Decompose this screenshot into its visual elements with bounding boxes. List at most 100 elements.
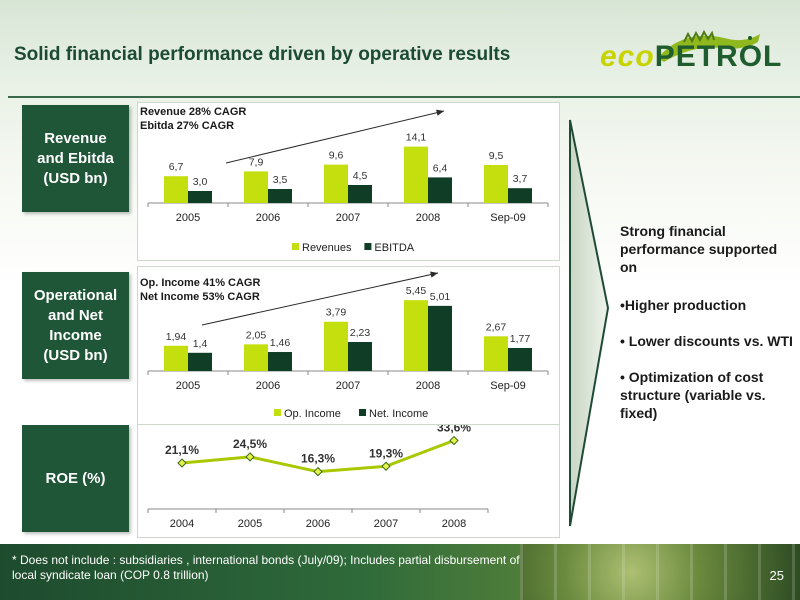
bar-revenues [404, 146, 428, 203]
bar-op-income [404, 300, 428, 371]
page-title: Solid financial performance driven by op… [14, 44, 511, 65]
roe-data-label: 21,1% [165, 443, 199, 457]
bar-op-income [244, 344, 268, 371]
row-label-income-text: Operational and Net Income (USD bn) [33, 286, 118, 364]
title-divider [8, 96, 800, 98]
roe-data-label: 24,5% [233, 437, 267, 451]
row-label-revenue-text: Revenue and Ebitda (USD bn) [37, 129, 114, 187]
row-label-roe-text: ROE (%) [45, 469, 106, 487]
bar-revenues [164, 176, 188, 203]
data-label: 1,94 [166, 331, 187, 343]
roe-data-label: 33,6% [437, 425, 471, 435]
data-label: 5,45 [406, 285, 427, 297]
roe-data-label: 19,3% [369, 446, 403, 460]
x-tick-label: 2006 [256, 212, 280, 224]
x-tick-label: 2008 [416, 380, 440, 392]
row-label-revenue: Revenue and Ebitda (USD bn) [22, 105, 129, 212]
data-label: 3,0 [193, 176, 208, 188]
data-label: 6,4 [433, 162, 448, 174]
data-label: 9,5 [489, 150, 504, 162]
net-income-cagr-line: Net Income 53% CAGR [140, 291, 260, 303]
data-label: 14,1 [406, 132, 427, 144]
x-tick-label: 2007 [374, 518, 398, 530]
footer-bar: * Does not include : subsidiaries , inte… [0, 544, 800, 600]
legend-label: EBITDA [374, 242, 414, 254]
income-chart-panel: Op. Income 41% CAGR Net Income 53% CAGR … [137, 266, 560, 425]
row-label-income: Operational and Net Income (USD bn) [22, 272, 129, 379]
page-number: 25 [769, 568, 784, 583]
bar-revenues [484, 165, 508, 203]
legend-label: Op. Income [284, 408, 341, 420]
data-label: 3,7 [513, 173, 528, 185]
data-label: 1,4 [193, 338, 208, 350]
iguana-icon [658, 29, 760, 62]
data-label: 2,67 [486, 321, 507, 333]
x-tick-label: 2007 [336, 212, 360, 224]
revenue-cagr-line: Revenue 28% CAGR [140, 106, 247, 118]
forest-photo [520, 544, 800, 600]
roe-point [313, 466, 323, 477]
data-label: 5,01 [430, 291, 451, 303]
x-tick-label: Sep-09 [490, 380, 525, 392]
footnote: * Does not include : subsidiaries , inte… [12, 553, 520, 582]
data-label: 4,5 [353, 170, 368, 182]
roe-data-label: 16,3% [301, 452, 335, 466]
data-label: 2,23 [350, 327, 371, 339]
summary-bullets: Strong financial performance supported o… [620, 222, 795, 440]
op-income-cagr-line: Op. Income 41% CAGR [140, 277, 261, 289]
legend-swatch [274, 409, 281, 416]
logo-text-eco: eco [600, 40, 655, 73]
x-tick-label: 2005 [238, 518, 262, 530]
legend-label: Revenues [302, 242, 352, 254]
x-tick-label: 2004 [170, 518, 194, 530]
bar-net-income [268, 352, 292, 371]
logo-wordmark: ecoPETROL [600, 40, 782, 74]
legend-swatch [292, 243, 299, 250]
data-label: 9,6 [329, 150, 344, 162]
x-tick-label: 2008 [442, 518, 466, 530]
bullet-cost-structure: • Optimization of cost structure (variab… [620, 369, 766, 421]
x-tick-label: 2006 [306, 518, 330, 530]
roe-point [449, 435, 459, 446]
income-cagr-note: Op. Income 41% CAGR Net Income 53% CAGR [140, 276, 260, 304]
x-tick-label: 2007 [336, 380, 360, 392]
bar-ebitda [508, 188, 532, 203]
data-label: 3,79 [326, 307, 347, 319]
bullet-intro: Strong financial performance supported o… [620, 223, 778, 275]
revenue-chart-panel: Revenue 28% CAGR Ebitda 27% CAGR 2005 6,7… [137, 102, 560, 261]
x-tick-label: 2008 [416, 212, 440, 224]
data-label: 1,77 [510, 333, 531, 345]
roe-point [245, 452, 255, 462]
x-tick-label: Sep-09 [490, 212, 525, 224]
revenue-ebitda-chart: 2005 6,7 3,0 2006 7,9 3,5 2007 9,6 4,5 2008 14,1 6,… [147, 109, 549, 254]
bar-ebitda [268, 189, 292, 203]
bar-net-income [508, 347, 532, 371]
legend-label: Net. Income [369, 408, 428, 420]
trend-arrow-head [436, 109, 444, 116]
bar-revenues [324, 164, 348, 203]
data-label: 6,7 [169, 161, 184, 173]
chevron-arrow-shape [569, 119, 610, 527]
data-label: 3,5 [273, 174, 288, 186]
bar-net-income [188, 352, 212, 371]
bar-ebitda [188, 191, 212, 203]
bar-revenues [244, 171, 268, 203]
data-label: 2,05 [246, 329, 267, 341]
bullet-discounts: • Lower discounts vs. WTI [620, 333, 793, 349]
data-label: 7,9 [249, 156, 264, 168]
bar-net-income [348, 342, 372, 371]
x-tick-label: 2006 [256, 380, 280, 392]
data-label: 1,46 [270, 337, 291, 349]
legend-swatch [364, 243, 372, 250]
op-net-income-chart: 2005 1,94 1,4 2006 2,051,46 2007 3,792,23 2008 5… [147, 271, 549, 420]
legend-swatch [359, 409, 366, 416]
trend-arrow-head [430, 271, 438, 278]
bar-op-income [484, 336, 508, 371]
revenue-cagr-note: Revenue 28% CAGR Ebitda 27% CAGR [140, 105, 246, 133]
bar-ebitda [428, 177, 452, 203]
roe-point [381, 461, 391, 471]
roe-point [177, 458, 187, 468]
trend-arrow-line [201, 272, 439, 326]
trend-arrow-line [225, 110, 445, 164]
roe-line-chart: 2004 21,1% 2005 24,5% 2006 16,3% 2007 19,3% 2008… [147, 421, 489, 530]
